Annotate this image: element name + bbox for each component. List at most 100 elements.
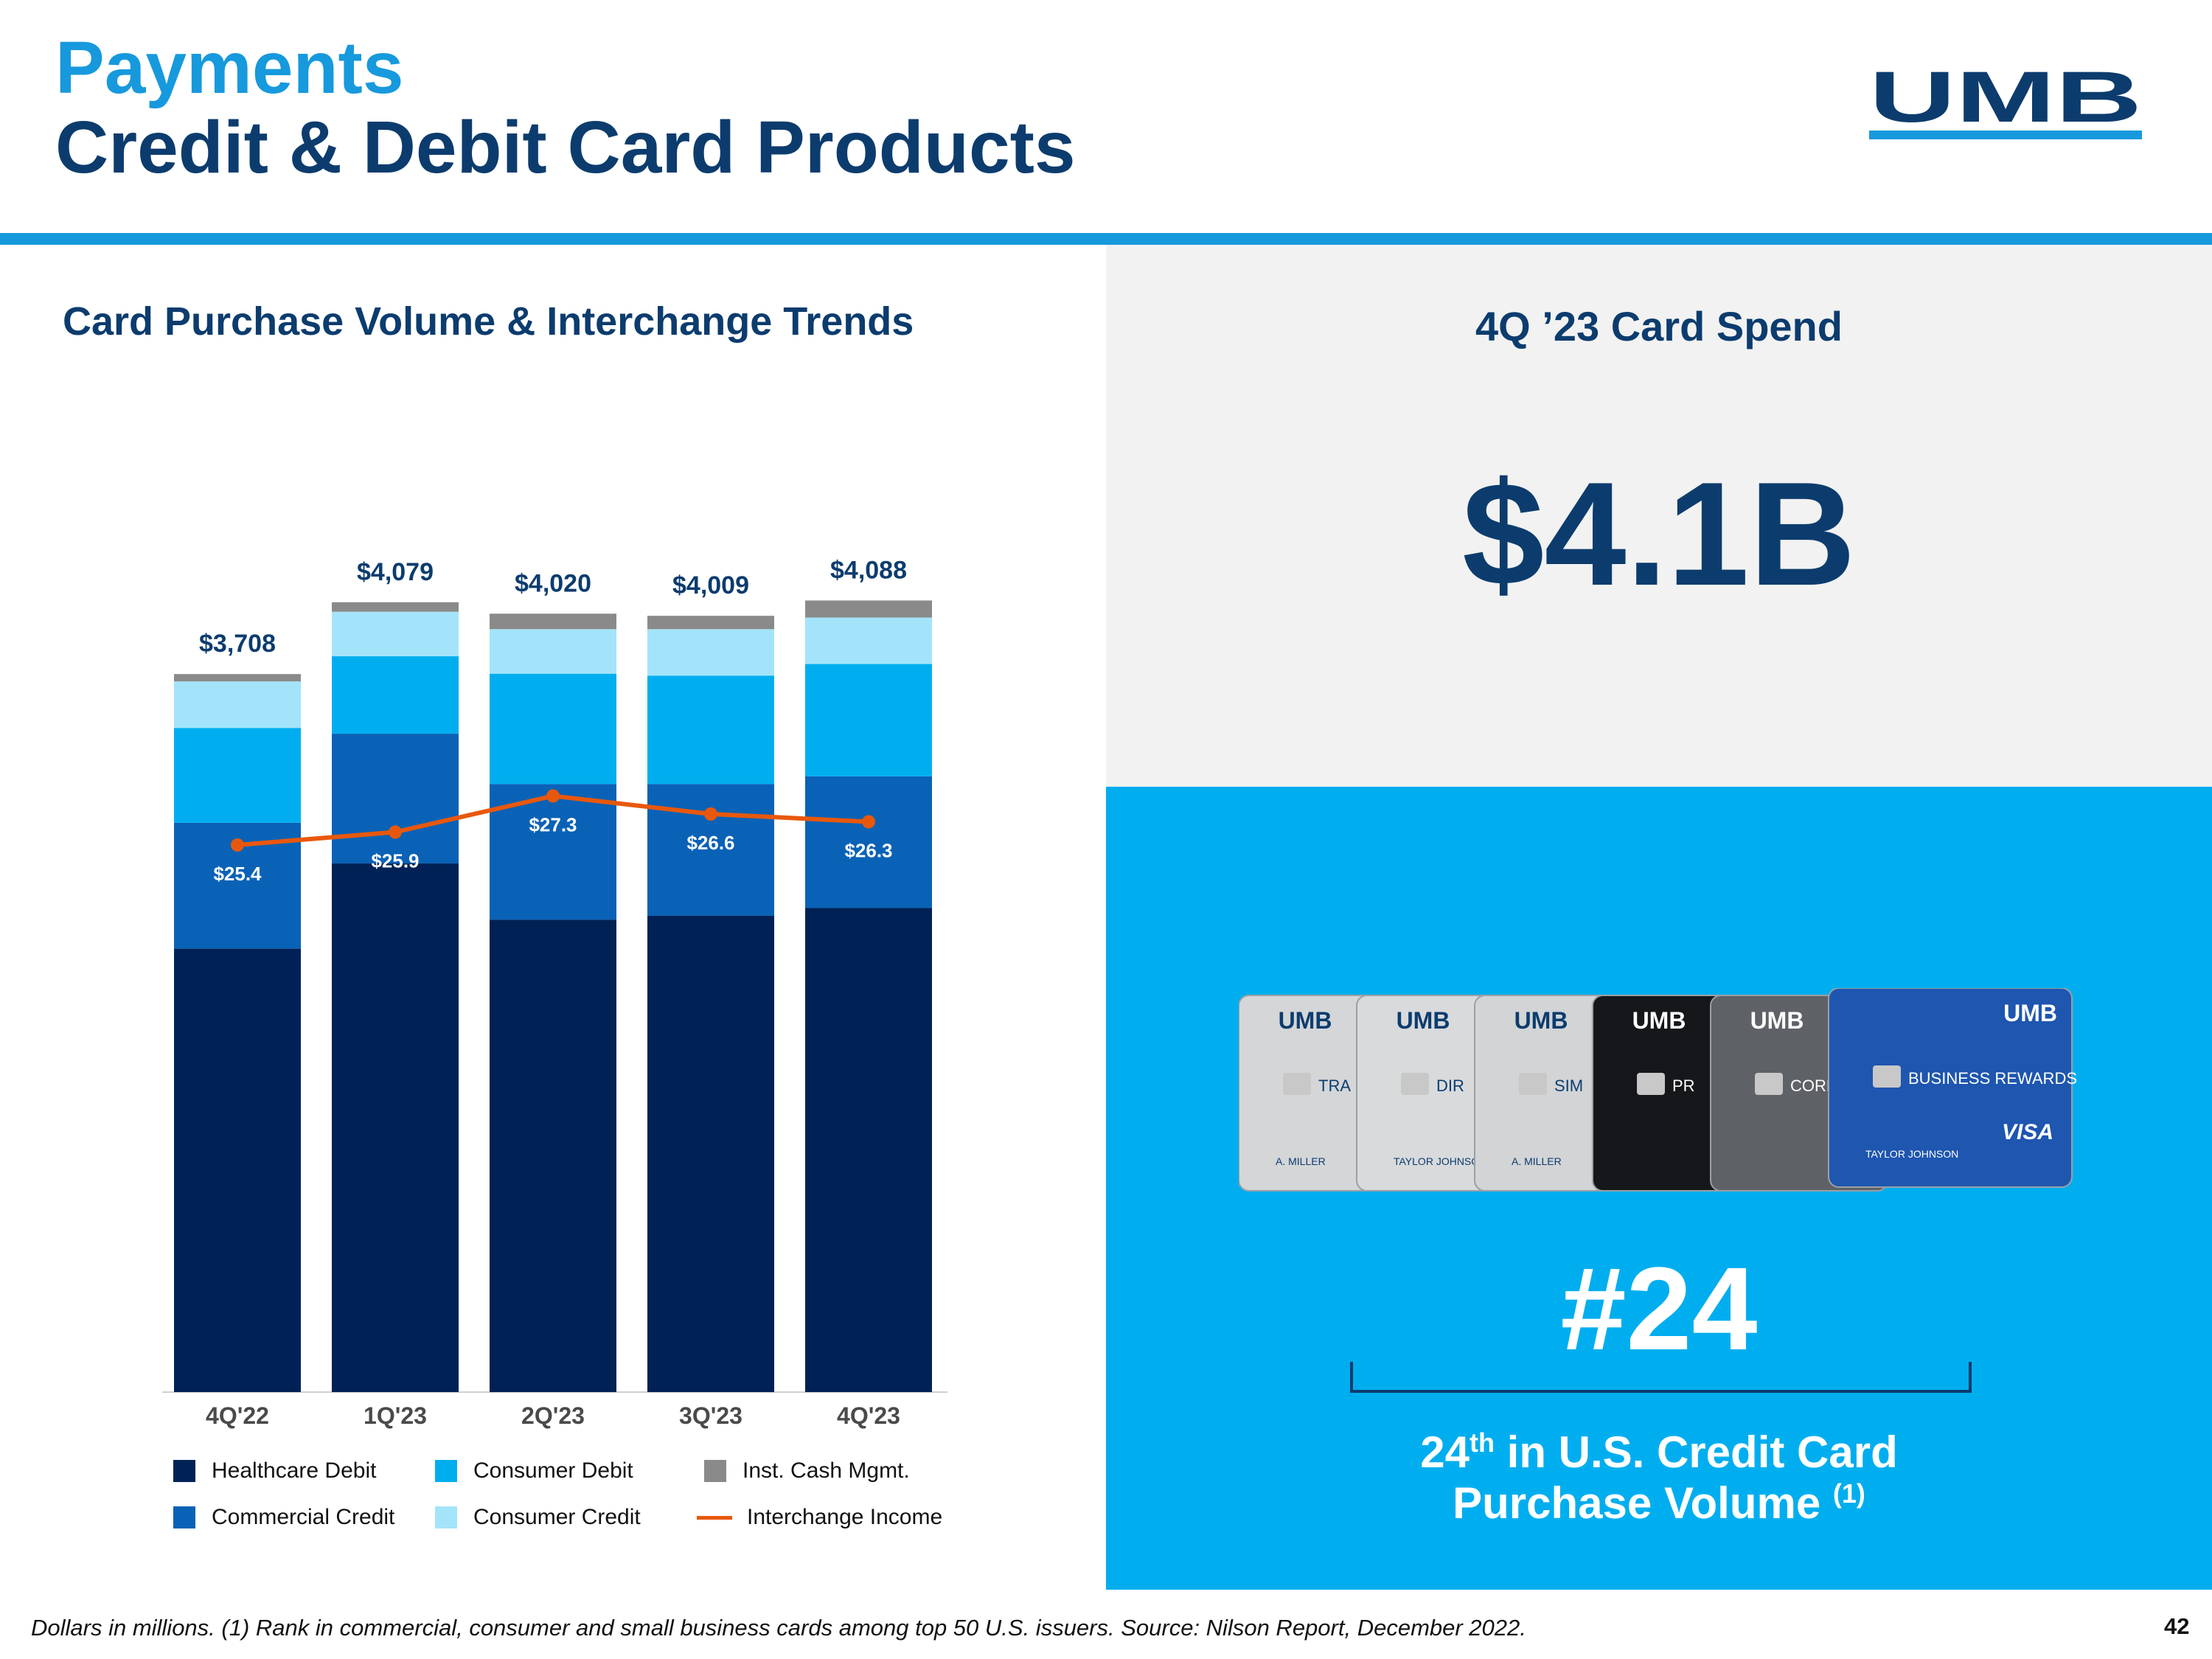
chart-legend: Healthcare Debit Consumer Debit Inst. Ca… [173, 1456, 1058, 1552]
card-spend-value: $4.1B [1462, 452, 1856, 616]
card-product-text: SIM [1554, 1077, 1583, 1095]
card-product-text: DIR [1436, 1077, 1464, 1095]
interchange-point [231, 838, 244, 852]
interchange-point [389, 825, 402, 839]
card-network-logo: VISA [2002, 1120, 2053, 1144]
bar-segment [805, 908, 932, 1392]
card-logo: UMB [1632, 1007, 1686, 1034]
card-chip [1873, 1065, 1901, 1088]
bar-segment [805, 617, 932, 664]
bar-segment [174, 728, 301, 823]
legend-swatch [173, 1460, 195, 1482]
bar-segment [647, 629, 774, 676]
umb-logo-text: UMB [1869, 70, 2142, 137]
footnote: Dollars in millions. (1) Rank in commerc… [31, 1615, 1526, 1641]
x-tick-label: 4Q'22 [206, 1402, 269, 1429]
legend-swatch [435, 1460, 457, 1482]
card-holder-name: TAYLOR JOHNSON [1394, 1155, 1486, 1167]
card-logo: UMB [2003, 1000, 2057, 1026]
legend-line-swatch [697, 1515, 732, 1520]
interchange-point [704, 807, 717, 821]
interchange-point [862, 815, 875, 829]
card-chip [1755, 1073, 1783, 1095]
bar-segment [490, 613, 616, 630]
card-holder-name: A. MILLER [1512, 1155, 1562, 1167]
x-tick-label: 2Q'23 [521, 1402, 585, 1429]
bar-segment [174, 948, 301, 1392]
legend-label: Interchange Income [747, 1505, 943, 1529]
legend-item-commercial-credit: Commercial Credit [173, 1503, 394, 1532]
umb-logo: UMB [1869, 70, 2142, 139]
card-chip [1519, 1073, 1547, 1095]
bar-segment [805, 600, 932, 618]
card-spend-label: 4Q ’23 Card Spend [1475, 303, 1843, 349]
card-6: UMB BUSINESS REWARDS TAYLOR JOHNSON VISA [1828, 988, 2077, 1188]
stacked-bar-chart: $3,708 4Q'22 $4,079 1Q'23 $4,020 2Q'23 $4,009 3… [162, 556, 947, 1429]
legend-swatch [435, 1506, 457, 1528]
legend-item-healthcare-debit: Healthcare Debit [173, 1456, 376, 1486]
interchange-label: $26.6 [686, 832, 734, 854]
legend-item-consumer-credit: Consumer Credit [435, 1503, 641, 1532]
legend-label: Commercial Credit [212, 1505, 395, 1529]
interchange-point [546, 789, 560, 803]
bar-segment [174, 674, 301, 682]
bar-segment [174, 681, 301, 728]
bar-segment [805, 664, 932, 776]
bar-segment [332, 734, 459, 864]
x-tick-label: 4Q'23 [837, 1402, 900, 1429]
card-spend-panel [1106, 245, 2212, 787]
bar-segment [332, 863, 459, 1392]
page-title-line1: Payments [55, 27, 404, 109]
bar-segment [647, 616, 774, 630]
card-logo: UMB [1514, 1007, 1568, 1034]
rank-ordinal: th [1470, 1427, 1495, 1458]
bar-total-label: $4,020 [515, 569, 591, 597]
bar-segment [647, 784, 774, 916]
interchange-label: $27.3 [529, 814, 577, 836]
bar-total-label: $3,708 [199, 630, 276, 658]
legend-item-consumer-debit: Consumer Debit [435, 1456, 633, 1486]
rank-description: 24th in U.S. Credit Card Purchase Volume… [1106, 1427, 2212, 1528]
footnote-ref: (1) [1832, 1478, 1865, 1509]
card-chip [1401, 1073, 1429, 1095]
card-logo: UMB [1397, 1007, 1450, 1034]
card-product-text: PR [1672, 1077, 1695, 1095]
legend-swatch [173, 1506, 195, 1528]
legend-item-interchange-income: Interchange Income [697, 1503, 942, 1532]
card-chip [1637, 1073, 1665, 1095]
bar-segment [332, 602, 459, 612]
legend-label: Consumer Debit [473, 1458, 633, 1483]
interchange-label: $26.3 [844, 840, 892, 862]
card-logo: UMB [1750, 1007, 1804, 1034]
legend-label: Inst. Cash Mgmt. [742, 1458, 910, 1483]
bar-segment [332, 611, 459, 657]
rank-text-line2: Purchase Volume [1453, 1478, 1833, 1528]
bar-segment [490, 673, 616, 785]
page-title-line2: Credit & Debit Card Products [55, 106, 1076, 189]
bar-segment [647, 675, 774, 785]
card-chip [1283, 1073, 1311, 1095]
rank-value: #24 [1560, 1242, 1758, 1374]
legend-item-inst-cash-mgmt: Inst. Cash Mgmt. [704, 1456, 910, 1486]
legend-label: Healthcare Debit [212, 1458, 377, 1483]
rank-text-rest: in U.S. Credit Card [1494, 1427, 1898, 1477]
x-tick-label: 1Q'23 [364, 1402, 427, 1429]
card-products-image: UMB TRA A. MILLER UMB DIR TAYLOR JOHNSON UMB SI… [1239, 988, 2077, 1192]
card-holder-name: A. MILLER [1276, 1155, 1326, 1167]
card-product-text: TRA [1318, 1077, 1351, 1095]
bar-segment [332, 656, 459, 734]
bar-segment [647, 915, 774, 1392]
bar-total-label: $4,009 [672, 571, 749, 599]
bar-segment [490, 919, 616, 1392]
card-product-text: BUSINESS REWARDS [1908, 1069, 2077, 1088]
page-number: 42 [2164, 1613, 2190, 1639]
header-divider [0, 233, 2212, 245]
legend-swatch [704, 1460, 726, 1482]
bar-total-label: $4,088 [830, 556, 907, 584]
card-holder-name: TAYLOR JOHNSON [1865, 1148, 1958, 1160]
chart-title: Card Purchase Volume & Interchange Trend… [63, 299, 914, 344]
bar-segment [805, 776, 932, 908]
x-tick-label: 3Q'23 [679, 1402, 742, 1429]
rank-bracket [1350, 1362, 1972, 1393]
bar-segment [490, 629, 616, 674]
